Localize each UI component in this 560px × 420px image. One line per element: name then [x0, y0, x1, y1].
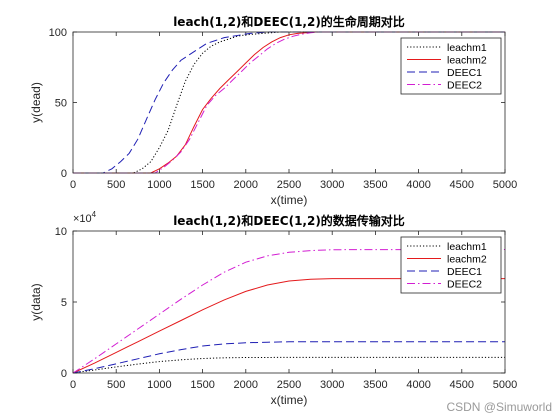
x-axis-label: x(time): [271, 393, 308, 407]
y-axis-label: y(data): [29, 283, 43, 320]
x-tick-label: 1500: [190, 179, 214, 191]
y-tick-label: 10: [55, 226, 67, 238]
x-tick-label: 5000: [493, 179, 517, 191]
series-line-DEEC1: [72, 341, 505, 374]
legend-label-DEEC1: DEEC1: [447, 266, 482, 278]
x-tick-label: 3000: [320, 179, 344, 191]
chart-title: leach(1,2)和DEEC(1,2)的数据传输对比: [173, 213, 405, 228]
series-line-leachm1: [72, 356, 505, 374]
legend-label-DEEC2: DEEC2: [447, 279, 482, 291]
axes-box: [72, 230, 506, 374]
y-tick-label: 50: [55, 98, 67, 110]
series-line-leachm2: [72, 278, 505, 374]
y-exponent-label: ×104: [73, 210, 97, 225]
y-axis-label: y(dead): [29, 82, 43, 123]
y-tick-label: 5: [61, 297, 67, 309]
x-tick-label: 4000: [406, 379, 430, 391]
series-group: [73, 31, 505, 174]
legend-label-leachm2: leachm2: [447, 254, 487, 266]
x-tick-label: 1500: [190, 379, 214, 391]
x-tick-label: 0: [70, 179, 76, 191]
series-group: [72, 249, 506, 374]
x-tick-label: 1000: [147, 379, 171, 391]
y-tick-label: 0: [61, 368, 67, 380]
series-line-DEEC1: [73, 31, 505, 174]
x-tick-label: 5000: [493, 379, 517, 391]
series-line-DEEC2: [73, 31, 505, 174]
chart-panel-2: 0 500 1000 1500 2000 2500 3000 3500 4000 4500 5000…: [29, 210, 517, 407]
x-tick-label: 4500: [450, 179, 474, 191]
series-line-leachm2: [73, 31, 505, 174]
x-tick-label: 3500: [363, 379, 387, 391]
legend-label-leachm2: leachm2: [447, 55, 487, 67]
x-tick-label: 500: [107, 179, 125, 191]
legend-label-DEEC1: DEEC1: [447, 67, 482, 79]
legend-label-leachm1: leachm1: [447, 241, 487, 253]
x-tick-label: 3500: [363, 179, 387, 191]
x-axis-label: x(time): [271, 193, 308, 207]
axes-box: [72, 31, 506, 174]
watermark: CSDN @Simuworld: [446, 400, 552, 414]
x-tick-label: 500: [107, 379, 125, 391]
x-tick-label: 4500: [450, 379, 474, 391]
chart-panel-1: 0 500 1000 1500 2000 2500 3000 3500 4000 4500 5000…: [29, 14, 517, 207]
y-tick-label: 0: [61, 168, 67, 180]
legend-label-leachm1: leachm1: [447, 42, 487, 54]
x-tick-label: 0: [70, 379, 76, 391]
x-tick-label: 2000: [234, 179, 258, 191]
legend-label-DEEC2: DEEC2: [447, 80, 482, 92]
x-tick-label: 2500: [277, 379, 301, 391]
x-tick-label: 1000: [147, 179, 171, 191]
x-tick-label: 3000: [320, 379, 344, 391]
series-line-DEEC2: [72, 249, 506, 374]
chart-title: leach(1,2)和DEEC(1,2)的生命周期对比: [173, 14, 405, 29]
x-tick-label: 2000: [234, 379, 258, 391]
x-tick-label: 4000: [406, 179, 430, 191]
x-tick-label: 2500: [277, 179, 301, 191]
y-tick-label: 100: [49, 27, 67, 39]
